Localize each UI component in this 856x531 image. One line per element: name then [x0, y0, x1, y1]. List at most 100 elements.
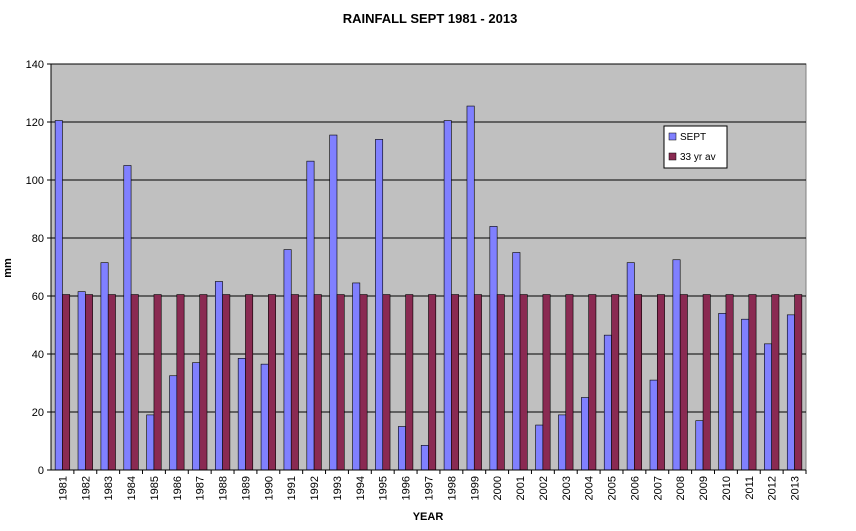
bar-sept-2007	[649, 379, 658, 471]
bar-sept-1996	[398, 426, 406, 471]
bar-sept-2004	[581, 397, 589, 471]
bar-average-1987	[199, 294, 208, 471]
bar-sept-2005	[603, 334, 612, 471]
bar-sept-1988	[214, 281, 223, 471]
bar-sept-2000	[489, 226, 498, 471]
x-tick-label: 2013	[790, 476, 802, 500]
x-tick-label: 1993	[332, 476, 344, 500]
y-tick-label: 40	[32, 349, 44, 361]
bar-sept-1982	[77, 291, 86, 471]
bar-average-1996	[405, 294, 414, 471]
bar-sept-1991	[283, 249, 292, 471]
bar-average-2000	[496, 294, 505, 471]
bar-average-2008	[679, 294, 688, 471]
bar-sept-1992	[306, 160, 315, 471]
bar-sept-1998	[443, 120, 452, 471]
bar-average-2002	[542, 294, 551, 471]
legend-swatch-sept	[668, 132, 677, 141]
bar-sept-1981	[54, 120, 63, 471]
bar-sept-2006	[626, 262, 635, 471]
bar-sept-1999	[466, 105, 475, 471]
bar-sept-1993	[329, 134, 338, 471]
bar-average-2004	[588, 294, 597, 471]
bar-average-1999	[473, 294, 482, 471]
bar-sept-2003	[558, 414, 567, 471]
y-axis-label: mm	[2, 258, 14, 278]
x-tick-label: 2010	[721, 476, 733, 500]
x-tick-label: 2001	[515, 476, 527, 500]
legend-label-sept: SEPT	[680, 132, 706, 143]
x-tick-label: 2005	[607, 476, 619, 500]
bar-average-2013	[794, 294, 803, 471]
bar-average-2007	[656, 294, 665, 471]
y-tick-label: 20	[32, 407, 44, 419]
bar-sept-2002	[535, 424, 544, 471]
bar-sept-2012	[764, 343, 772, 471]
x-tick-label: 2003	[561, 476, 573, 500]
bar-average-2011	[748, 294, 757, 471]
chart-title: RAINFALL SEPT 1981 - 2013	[343, 11, 518, 26]
x-tick-label: 1982	[80, 476, 92, 500]
bar-average-1994	[359, 294, 368, 471]
bar-sept-2010	[718, 313, 727, 471]
bar-sept-2013	[786, 314, 795, 471]
y-tick-label: 80	[32, 233, 44, 245]
bar-sept-1987	[192, 362, 201, 471]
bar-average-2009	[702, 294, 711, 471]
x-tick-label: 1999	[469, 476, 481, 500]
bar-sept-1989	[237, 358, 246, 471]
x-tick-label: 1986	[172, 476, 184, 500]
x-tick-label: 2007	[652, 476, 664, 500]
x-tick-label: 1996	[401, 476, 413, 500]
bar-average-2001	[519, 294, 528, 471]
bar-average-1993	[336, 294, 345, 471]
bar-sept-2009	[695, 420, 704, 471]
legend: SEPT 33 yr av	[663, 125, 728, 169]
bar-average-1989	[245, 294, 254, 471]
bar-average-1998	[451, 294, 459, 471]
x-tick-label: 2011	[744, 476, 756, 500]
bar-sept-1983	[100, 262, 109, 471]
x-tick-label: 1997	[424, 476, 436, 500]
x-tick-label: 1991	[286, 476, 298, 500]
x-tick-label: 1987	[195, 476, 207, 500]
y-tick-label: 0	[38, 465, 44, 477]
x-tick-label: 1984	[126, 476, 138, 500]
bar-average-1986	[176, 294, 185, 471]
bar-average-2010	[725, 294, 734, 471]
bar-sept-2008	[672, 259, 681, 471]
y-tick-label: 60	[32, 291, 44, 303]
y-tick-label: 140	[26, 59, 44, 71]
bar-sept-1997	[420, 445, 429, 471]
x-tick-label: 2012	[767, 476, 779, 500]
x-tick-label: 1985	[149, 476, 161, 500]
bar-average-2003	[565, 294, 574, 471]
bar-average-2006	[634, 294, 643, 471]
bar-average-1995	[382, 294, 391, 471]
x-tick-label: 1994	[355, 476, 367, 500]
x-tick-label: 2008	[675, 476, 687, 500]
bar-average-1983	[107, 294, 116, 471]
x-tick-label: 1992	[309, 476, 321, 500]
x-tick-label: 2009	[698, 476, 710, 500]
x-axis-label: YEAR	[413, 511, 444, 523]
bar-average-2012	[771, 294, 780, 471]
bar-sept-2011	[741, 318, 750, 471]
legend-label-average: 33 yr av	[680, 152, 716, 163]
legend-swatch-average	[668, 152, 677, 161]
x-tick-label: 1983	[103, 476, 115, 500]
y-tick-label: 120	[26, 117, 44, 129]
x-axis-ticks: 1981 1982 1983 1984 1985 1986 1987 1988 1989 1990…	[57, 470, 807, 500]
bar-sept-1984	[123, 165, 132, 471]
x-tick-label: 1981	[57, 476, 69, 500]
x-tick-label: 2006	[629, 476, 641, 500]
x-tick-label: 1990	[263, 476, 275, 500]
bar-sept-2001	[512, 252, 521, 471]
x-tick-label: 1988	[218, 476, 230, 500]
bar-average-1982	[85, 294, 93, 471]
bar-sept-1986	[169, 375, 178, 471]
bar-sept-1985	[146, 414, 155, 471]
x-tick-label: 1998	[446, 476, 458, 500]
bar-average-1991	[290, 294, 299, 471]
